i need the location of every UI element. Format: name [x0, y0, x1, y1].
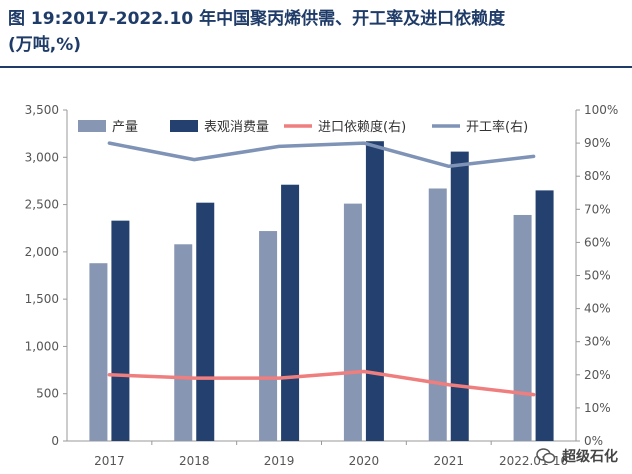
- line-import-dependence: [107, 369, 536, 397]
- bar-production: [174, 244, 193, 441]
- line-operating-rate: [107, 141, 536, 169]
- y-left-tick-label: 3,500: [25, 103, 59, 117]
- x-tick-label: 2019: [264, 454, 295, 468]
- title-divider: [0, 66, 632, 68]
- y-right-tick-label: 10%: [584, 401, 611, 415]
- bar-production: [343, 203, 362, 441]
- bar-consumption: [450, 151, 469, 441]
- y-right-tick-label: 100%: [584, 103, 618, 117]
- bar-production: [259, 231, 278, 441]
- legend-production-label: 产量: [112, 120, 138, 135]
- title-line-2: (万吨,%): [8, 35, 82, 55]
- legend-import-dependence-label: 进口依赖度(右): [318, 119, 406, 135]
- legend-production-swatch: [78, 120, 106, 132]
- y-right-tick-label: 20%: [584, 368, 611, 382]
- y-right-tick-label: 50%: [584, 269, 611, 283]
- y-right-tick-label: 30%: [584, 335, 611, 349]
- legend-consumption-swatch: [170, 120, 198, 132]
- chart-title: 图 19:2017-2022.10 年中国聚丙烯供需、开工率及进口依赖度 (万吨…: [8, 6, 624, 58]
- y-left-tick-label: 0: [51, 434, 59, 448]
- bar-production: [513, 214, 532, 441]
- bar-consumption: [535, 190, 554, 441]
- y-left-tick-label: 2,500: [25, 198, 59, 212]
- y-right-tick-label: 70%: [584, 202, 611, 216]
- bar-consumption: [196, 202, 215, 441]
- legend-consumption-label: 表观消费量: [204, 120, 269, 135]
- x-tick-label: 2020: [349, 454, 380, 468]
- y-left-tick-label: 1,500: [25, 292, 59, 306]
- watermark-text: 超级石化: [562, 449, 618, 465]
- x-tick-label: 2021: [433, 454, 464, 468]
- bar-production: [428, 188, 447, 441]
- y-right-tick-label: 90%: [584, 136, 611, 150]
- x-tick-label: 2017: [94, 454, 125, 468]
- y-right-tick-label: 40%: [584, 302, 611, 316]
- y-right-tick-label: 0%: [584, 434, 603, 448]
- title-line-1: 图 19:2017-2022.10 年中国聚丙烯供需、开工率及进口依赖度: [8, 9, 506, 29]
- bar-consumption: [111, 220, 130, 441]
- y-left-tick-label: 2,000: [25, 245, 59, 259]
- y-left-tick-label: 3,000: [25, 150, 59, 164]
- legend-operating-rate-label: 开工率(右): [466, 119, 528, 135]
- y-left-tick-label: 1,000: [25, 339, 59, 353]
- y-right-tick-label: 60%: [584, 235, 611, 249]
- x-tick-label: 2018: [179, 454, 210, 468]
- bar-consumption: [281, 184, 300, 441]
- wechat-icon: [536, 448, 556, 464]
- watermark: 超级石化: [536, 446, 618, 466]
- bar-production: [89, 263, 108, 441]
- y-right-tick-label: 80%: [584, 169, 611, 183]
- y-left-tick-label: 500: [36, 387, 59, 401]
- bar-consumption: [365, 141, 384, 442]
